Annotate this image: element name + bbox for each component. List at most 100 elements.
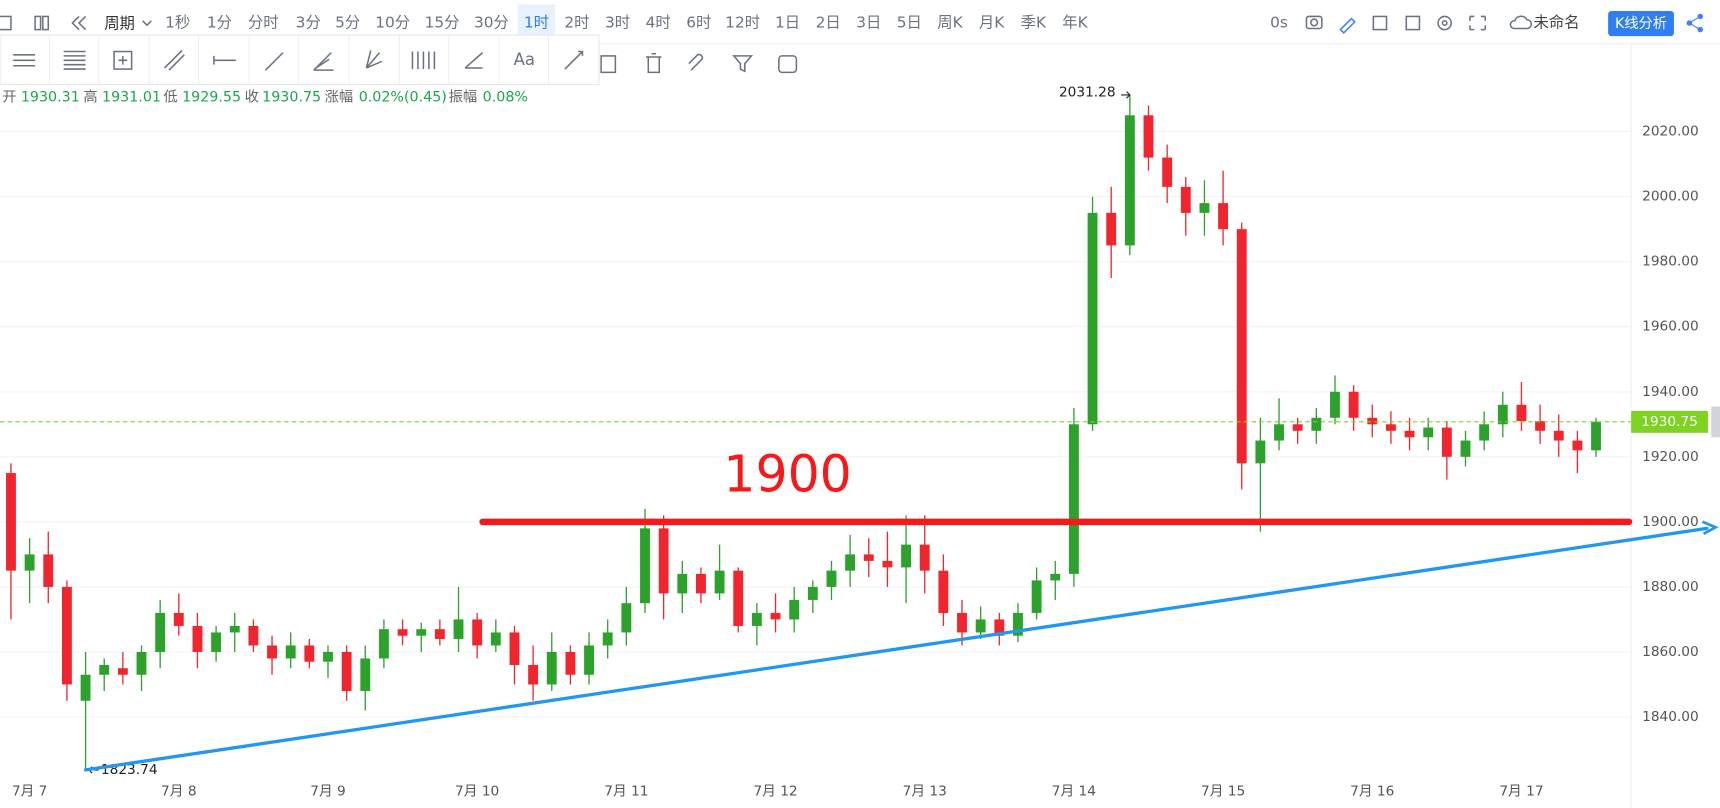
period-option[interactable]: 1分 [207, 14, 232, 32]
candle-body [1460, 440, 1471, 457]
candle-body [845, 554, 856, 571]
candle-body [1330, 391, 1340, 418]
candle-body [975, 619, 986, 633]
candle-body [1013, 612, 1023, 636]
trendline-arrow [1701, 520, 1719, 536]
candle-body [938, 570, 949, 613]
x-tick-label: 7月 9 [310, 784, 345, 800]
info-label: 振幅 [449, 89, 478, 106]
candle-body [1441, 427, 1452, 457]
period-option[interactable]: 季K [1021, 14, 1047, 32]
period-option[interactable]: 年K [1062, 14, 1088, 32]
candle-body [1516, 404, 1527, 422]
candle-body [863, 554, 874, 561]
candle-body [397, 629, 408, 636]
analysis-button-label[interactable]: K线分析 [1615, 15, 1667, 32]
period-option[interactable]: 2时 [564, 14, 589, 32]
x-tick-label: 7月 12 [753, 784, 797, 800]
candle-body [1572, 440, 1583, 451]
candle-body [267, 645, 277, 659]
period-option[interactable]: 3时 [605, 14, 630, 32]
candle-body [509, 632, 520, 665]
period-option[interactable]: 1日 [775, 14, 800, 32]
candle-body [826, 570, 837, 587]
candle-body [1180, 186, 1191, 213]
y-tick-label: 2000.00 [1642, 189, 1699, 205]
period-option[interactable]: 月K [979, 14, 1005, 32]
period-option[interactable]: 30分 [474, 14, 509, 32]
candle-body [1404, 430, 1415, 438]
candle-body [1050, 573, 1061, 581]
share-icon[interactable] [1686, 13, 1703, 33]
workspace-name[interactable]: 未命名 [1534, 14, 1580, 32]
analysis-button[interactable] [1608, 10, 1674, 37]
edit-icons[interactable] [600, 52, 798, 74]
candle-body [696, 573, 706, 594]
y-tick-label: 1940.00 [1642, 384, 1699, 400]
period-option[interactable]: 周K [937, 14, 963, 32]
candle-body [472, 619, 483, 646]
period-option[interactable]: 12时 [725, 14, 760, 32]
high-label: 2031.28 [1059, 85, 1116, 101]
candle-body [341, 651, 352, 691]
period-option[interactable]: 3日 [856, 14, 881, 32]
period-option[interactable]: 15分 [425, 14, 460, 32]
x-tick-label: 7月 15 [1201, 784, 1245, 800]
candle-body [1218, 203, 1229, 230]
candle-body [1143, 115, 1154, 158]
info-value: 1930.75 [262, 90, 321, 106]
level-label: 1900 [723, 445, 851, 504]
candle-body [1106, 212, 1117, 246]
x-tick-label: 7月 11 [604, 784, 648, 800]
candle-body [1385, 424, 1396, 431]
candle-body [173, 612, 184, 626]
period-option[interactable]: 3分 [296, 14, 321, 32]
period-option[interactable]: 10分 [375, 14, 410, 32]
candle-body [434, 629, 445, 639]
period-option[interactable]: 4时 [646, 14, 671, 32]
candle-body [546, 651, 557, 685]
candle-body [192, 625, 203, 652]
candle-body [136, 651, 147, 675]
info-value: 1931.01 [102, 90, 161, 106]
period-option[interactable]: 分时 [248, 14, 279, 32]
candle-body [80, 674, 91, 701]
y-tick-label: 2020.00 [1642, 124, 1699, 140]
candle-body [901, 544, 912, 568]
period-option[interactable]: 1秒 [165, 14, 190, 32]
trendline [83, 526, 1709, 772]
candle-body [1255, 440, 1266, 464]
period-option[interactable]: 6时 [686, 14, 711, 32]
candle-body [602, 632, 613, 646]
candle-body [99, 664, 110, 675]
axis-handle [1711, 406, 1720, 438]
candle-body [789, 599, 800, 620]
x-tick-label: 7月 8 [161, 784, 196, 800]
info-label: 开 [2, 90, 16, 106]
candle-body [1292, 424, 1303, 431]
x-tick-label: 7月 10 [455, 784, 499, 800]
text-tool[interactable]: Aa [514, 50, 535, 69]
candle-body [304, 645, 315, 662]
info-value: 1929.55 [182, 90, 241, 106]
candle-body [1553, 430, 1564, 441]
period-option[interactable]: 5日 [897, 14, 922, 32]
candle-body [323, 651, 333, 662]
period-option[interactable]: 1时 [524, 14, 549, 32]
candle-body [248, 625, 259, 646]
period-menu[interactable]: 周期 [104, 15, 135, 33]
period-option[interactable]: 5分 [335, 14, 360, 32]
candle-body [1367, 417, 1378, 425]
candle-body [882, 560, 893, 568]
y-tick-label: 1840.00 [1642, 709, 1699, 725]
x-tick-label: 7月 13 [903, 784, 947, 800]
candle-body [1497, 404, 1508, 425]
period-option[interactable]: 2日 [816, 14, 841, 32]
right-icons[interactable] [1305, 15, 1533, 34]
drawing-toolbar[interactable]: Aa [0, 34, 600, 85]
last-price-label: 1930.75 [1641, 414, 1698, 430]
candle-body [61, 586, 72, 685]
candle-body [378, 629, 389, 659]
candle-body [621, 603, 632, 633]
